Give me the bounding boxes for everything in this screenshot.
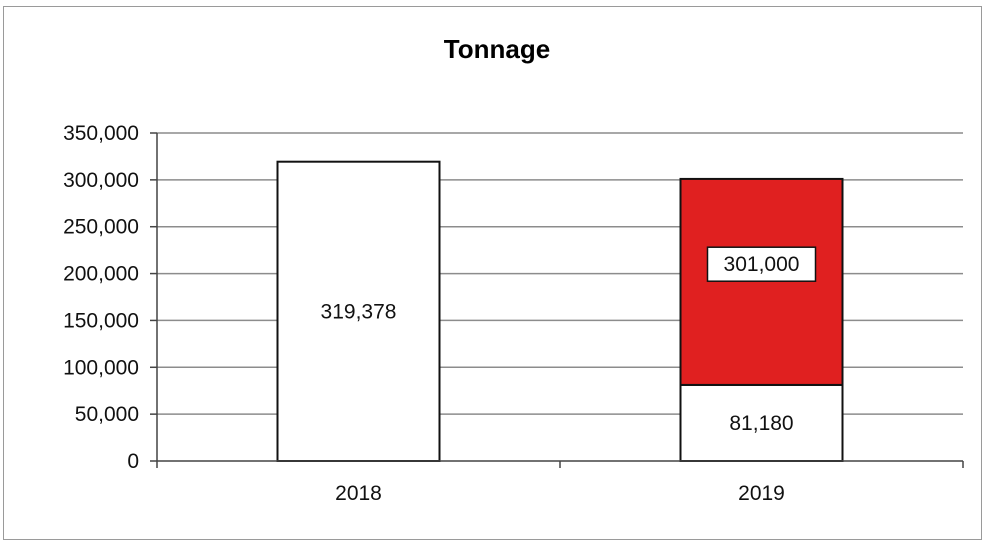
- y-tick-label: 100,000: [63, 356, 139, 379]
- bar-2018-segment-0: [276, 160, 441, 463]
- y-tick-label: 250,000: [63, 216, 139, 239]
- data-label-box: [706, 246, 817, 282]
- y-tick-label: 150,000: [63, 309, 139, 332]
- y-tick-label: 50,000: [75, 403, 139, 426]
- chart-title: Tonnage: [444, 34, 550, 64]
- bar-2019-segment-0: [679, 383, 844, 462]
- data-label: 81,180: [729, 412, 793, 435]
- y-tick-label: 200,000: [63, 263, 139, 286]
- axes: [150, 132, 964, 468]
- x-tick-label: 2018: [335, 482, 382, 505]
- labels: 0 50,000 100,000 150,000 200,000 250,000 300,0…: [63, 122, 817, 505]
- data-label: 301,000: [724, 253, 800, 276]
- y-tick-label: 0: [127, 450, 139, 473]
- data-label: 319,378: [321, 300, 397, 323]
- y-tick-label: 300,000: [63, 169, 139, 192]
- y-tick-label: 350,000: [63, 122, 139, 145]
- x-tick-label: 2019: [738, 482, 785, 505]
